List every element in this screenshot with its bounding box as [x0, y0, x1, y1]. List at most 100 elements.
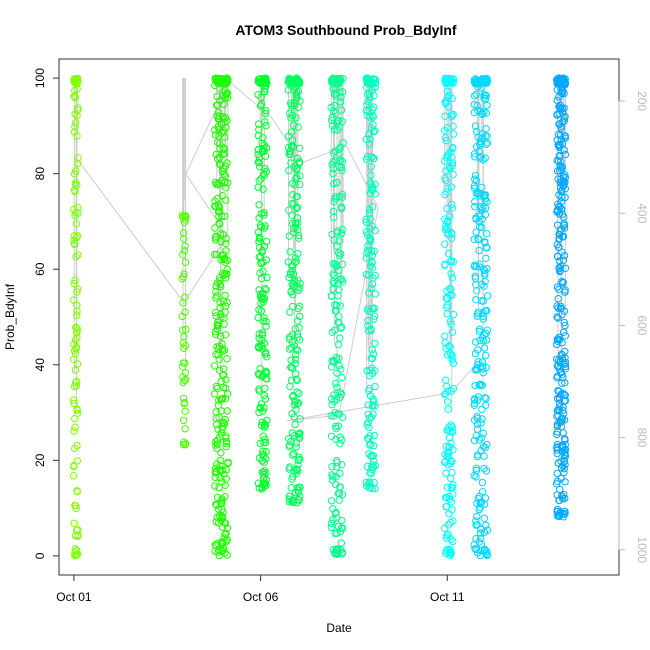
data-point	[477, 297, 486, 305]
data-point	[73, 311, 81, 319]
data-point	[473, 127, 481, 136]
data-point	[73, 441, 81, 450]
data-point	[179, 229, 188, 237]
y-tick-label: 20	[33, 453, 47, 467]
data-point	[332, 379, 340, 388]
data-point	[371, 402, 379, 410]
data-point	[221, 395, 230, 403]
data-point	[330, 213, 338, 222]
data-point	[72, 167, 80, 175]
data-point	[338, 548, 347, 557]
data-point	[219, 508, 227, 516]
data-point	[256, 439, 264, 448]
data-point	[472, 338, 480, 346]
data-point	[181, 342, 190, 350]
data-point	[445, 163, 454, 172]
data-point	[215, 355, 223, 363]
data-point	[292, 439, 300, 447]
data-point	[291, 254, 300, 262]
data-point	[285, 166, 293, 175]
data-point	[214, 108, 223, 117]
data-point	[213, 320, 221, 329]
data-point	[448, 468, 456, 477]
data-point	[483, 101, 491, 110]
data-point	[329, 285, 337, 293]
data-point	[288, 364, 297, 372]
data-point	[477, 434, 486, 442]
data-point	[294, 304, 302, 313]
data-point	[472, 466, 481, 475]
data-point	[73, 405, 81, 413]
data-point	[553, 340, 561, 349]
data-point	[472, 143, 481, 151]
data-point	[447, 285, 455, 294]
data-point	[555, 210, 563, 218]
data-point	[215, 203, 224, 211]
data-point	[337, 365, 345, 373]
data-point	[448, 328, 457, 336]
data-point	[337, 93, 345, 101]
data-point	[287, 114, 295, 122]
data-point	[558, 108, 567, 117]
data-point	[179, 440, 188, 449]
data-point	[471, 261, 479, 269]
data-point	[254, 183, 262, 192]
data-point	[368, 346, 376, 354]
data-point	[553, 412, 561, 421]
data-point	[443, 534, 451, 542]
data-point	[72, 253, 80, 261]
data-point	[292, 489, 300, 497]
data-point	[481, 78, 490, 87]
data-point	[332, 92, 340, 100]
data-point	[365, 271, 373, 279]
data-point	[260, 314, 268, 322]
data-point	[447, 498, 456, 506]
data-point	[482, 109, 490, 117]
data-point	[255, 201, 263, 209]
data-point	[331, 147, 339, 155]
data-point	[441, 390, 449, 399]
data-point	[221, 118, 229, 127]
data-point	[257, 100, 266, 108]
data-point	[336, 483, 344, 491]
data-point	[70, 399, 78, 408]
data-point	[180, 399, 189, 408]
data-point	[179, 378, 187, 387]
data-point	[294, 461, 302, 469]
data-point	[483, 198, 491, 206]
data-point	[554, 130, 563, 139]
data-point	[331, 260, 339, 268]
data-point	[73, 457, 82, 465]
data-point	[443, 301, 452, 309]
data-point	[441, 332, 449, 340]
data-point	[480, 514, 488, 522]
data-point	[221, 86, 229, 94]
data-point	[222, 274, 230, 282]
data-point	[478, 215, 486, 223]
data-point	[292, 257, 301, 265]
data-point	[256, 77, 265, 85]
data-point	[258, 329, 267, 337]
y2-axis: 200 400 600 800 1000	[618, 91, 649, 563]
x-tick-label: Oct 06	[243, 590, 279, 604]
data-point	[73, 488, 82, 496]
data-point	[449, 517, 457, 525]
data-point	[294, 231, 303, 240]
data-point	[74, 159, 82, 168]
data-point	[473, 177, 481, 185]
data-point	[333, 369, 341, 377]
data-point	[472, 521, 480, 529]
data-point	[70, 296, 78, 304]
data-point	[483, 230, 491, 238]
data-point	[262, 237, 271, 246]
data-point	[333, 74, 341, 83]
data-point	[367, 325, 375, 333]
data-point	[561, 379, 569, 387]
data-point	[557, 262, 565, 271]
data-point	[329, 356, 338, 365]
data-point	[216, 140, 224, 148]
data-point	[329, 149, 338, 157]
data-point	[285, 206, 293, 214]
data-point	[471, 122, 480, 130]
data-point	[448, 351, 456, 359]
